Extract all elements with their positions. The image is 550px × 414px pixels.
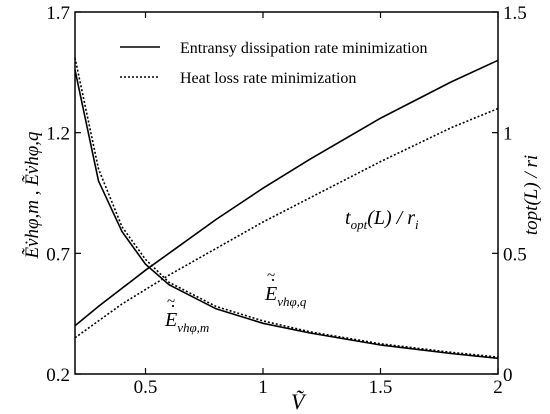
y-left-tick-label-2: 1.2 [46, 124, 70, 145]
svg-text:Evhφ,m: Evhφ,m [164, 309, 209, 335]
svg-text:Ṽ: Ṽ [291, 389, 307, 414]
x-tick-label-3: 2 [493, 377, 503, 398]
series-line-1 [74, 57, 499, 358]
annotation-e-q: Evhφ,q ~ · [264, 268, 307, 309]
svg-text:·: · [170, 296, 176, 316]
y-left-tick-label-3: 1.7 [46, 3, 70, 24]
y-left-tick-label-1: 0.7 [46, 244, 70, 265]
svg-text:Ẽ̇vhφ,m , Ẽ̇vhφ,q: Ẽ̇vhφ,m , Ẽ̇vhφ,q [22, 131, 43, 260]
svg-text:~: ~ [267, 268, 275, 284]
svg-text:Evhφ,q: Evhφ,q [264, 283, 307, 309]
x-tick-label-2: 1.5 [369, 377, 393, 398]
legend: Entransy dissipation rate minimization H… [120, 40, 428, 87]
y-right-tick-label-2: 1 [503, 124, 513, 145]
x-tick-label-1: 1 [258, 377, 268, 398]
svg-text:~: ~ [167, 294, 175, 310]
y-right-tick-label-1: 0.5 [503, 244, 527, 265]
svg-text:·: · [270, 270, 276, 290]
plot-frame [74, 11, 499, 375]
series-line-2 [74, 59, 499, 327]
ticks-layer: 0.5 1 1.5 2 0.2 0.7 1.2 1.7 0 0.5 1 1.5 [46, 3, 527, 398]
y-axis-label-left: Ẽ̇vhφ,m , Ẽ̇vhφ,q [22, 131, 43, 260]
y-right-tick-label-0: 0 [503, 365, 513, 386]
y-right-tick-label-3: 1.5 [503, 3, 527, 24]
x-axis-label: Ṽ [291, 389, 307, 414]
annotation-e-m: Evhφ,m ~ · [164, 294, 209, 335]
y-left-tick-label-0: 0.2 [46, 365, 70, 386]
legend-label-entransy: Entransy dissipation rate minimization [180, 40, 428, 57]
x-tick-label-0: 0.5 [134, 377, 158, 398]
series-line-0 [74, 69, 499, 360]
y-axis-label-right: topt(L) / ri [521, 155, 542, 235]
legend-label-heatloss: Heat loss rate minimization [180, 70, 356, 87]
series-line-3 [74, 107, 499, 339]
series-layer [74, 57, 499, 360]
svg-text:topt(L) / ri: topt(L) / ri [521, 155, 542, 235]
annotation-topt: topt(L) / ri [345, 207, 419, 232]
